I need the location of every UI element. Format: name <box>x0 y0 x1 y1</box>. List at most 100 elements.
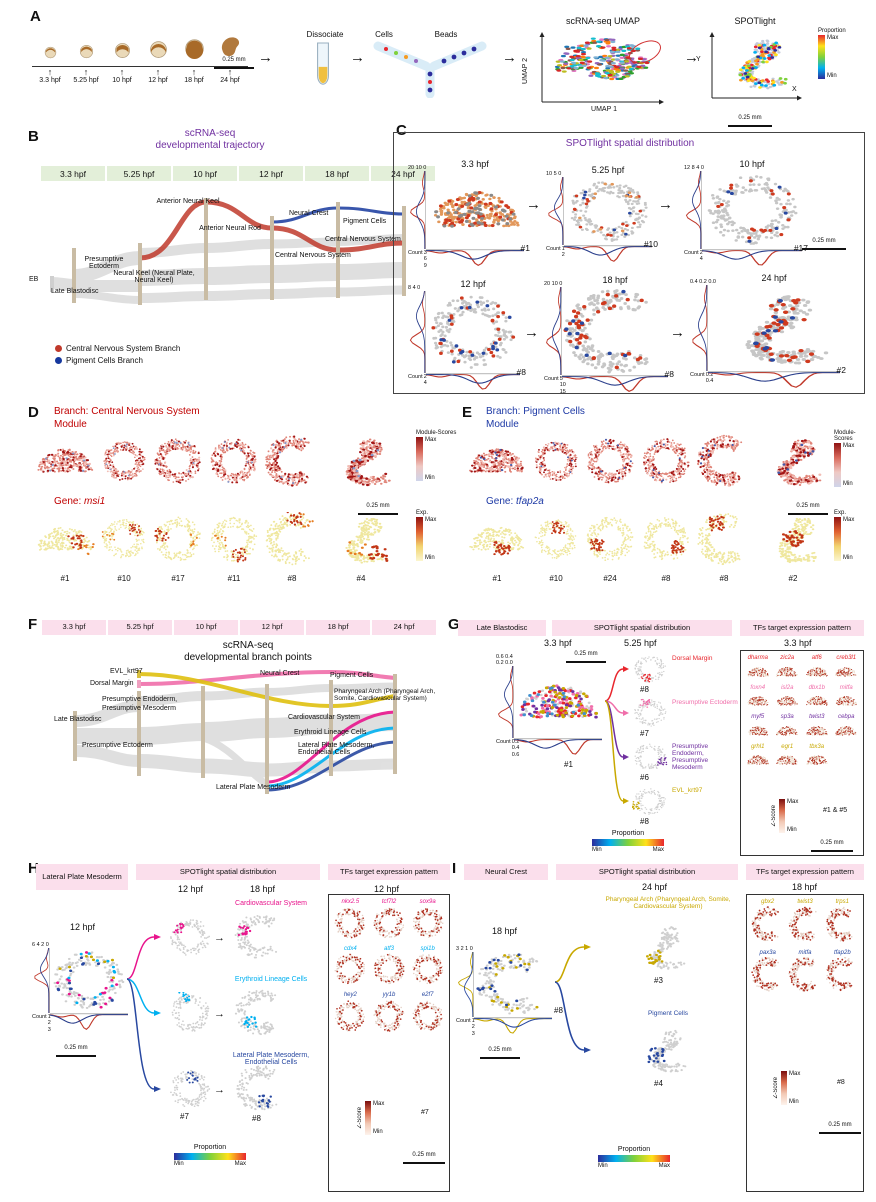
gene-expression-map <box>264 511 320 566</box>
x-axis-label: X <box>792 86 797 93</box>
tf-cell: egr1 <box>773 744 803 771</box>
panel-b-title: scRNA-seq developmental trajectory <box>155 128 265 151</box>
module-map <box>34 435 96 487</box>
node-presumptive-ectoderm: Presumptive Ectoderm <box>82 742 153 749</box>
marginal-plot-left <box>456 951 474 1017</box>
section-id: #1 <box>492 574 502 583</box>
count-label: Count <box>690 372 705 378</box>
gene-label: pax3a <box>759 949 776 956</box>
marginal-plot-left <box>690 284 708 371</box>
gene-expression-map <box>532 517 580 561</box>
count-axis: Count 2 4 <box>408 373 427 393</box>
tf-expression-map <box>775 750 799 770</box>
time-b: 24 hpf <box>642 882 668 892</box>
gene-expression-map <box>152 514 204 564</box>
branch-fan-arrows <box>126 934 161 1092</box>
gene-expression-map <box>100 517 148 561</box>
gene-label: e2f7 <box>421 992 434 999</box>
spatial-map-24hpf <box>632 1023 694 1077</box>
timepoint-header: 3.3 hpf 5.25 hpf 10 hpf 12 hpf 18 hpf 24 hpf <box>41 166 437 181</box>
gene-label: egr1 <box>781 743 794 750</box>
gene-label: nkx2.5 <box>341 899 360 905</box>
legend-label: Central Nervous System Branch <box>66 344 181 353</box>
timepoint-label: 10 hpf <box>173 166 237 181</box>
panel-c: SPOTlight spatial distribution 20 10 0 3… <box>393 132 865 395</box>
up-arrow-icon: ↑ <box>227 67 233 77</box>
node-pigment-cells: Pigment Cells <box>343 218 387 225</box>
gene-title: Gene: tfap2a <box>486 496 544 507</box>
module-map <box>152 436 204 486</box>
time-a: 12 hpf <box>178 884 204 894</box>
proportion-colorbar: Proportion Max Min <box>818 28 846 79</box>
branch-label: EVL_krt97 <box>672 787 703 794</box>
count-ticks: 2 4 <box>423 374 427 387</box>
count-ticks: 3 6 9 <box>423 250 427 269</box>
count-axis: Count 5 10 15 <box>544 375 566 395</box>
gene-label: isl2a <box>781 684 794 691</box>
tf-cell: mitfa <box>832 685 862 712</box>
node-erythroid: Erythroid Lineage Cells <box>294 729 367 736</box>
marginal-plot-left <box>544 286 562 375</box>
header-spotlight: SPOTlight spatial distribution <box>556 864 738 880</box>
module-map <box>208 436 260 486</box>
up-arrow-icon: ↑ <box>155 67 161 77</box>
node-dorsal-margin: Dorsal Margin <box>90 680 134 687</box>
branch-title: Branch: Pigment Cells <box>486 406 585 417</box>
branch-label: Pharyngeal Arch (Pharyngeal Arch, Somite… <box>605 896 731 911</box>
scale-bar: 0.25 mm <box>811 831 853 852</box>
tf-cell: trps1 <box>824 899 861 942</box>
count-label: Count <box>408 374 423 380</box>
y-axis-label: Y <box>696 56 701 63</box>
tf-cell: myf5 <box>743 714 773 741</box>
node-presumptive-mesoderm: Presumptive Mesoderm <box>102 705 176 712</box>
tf-cell: tfap2b <box>824 950 861 993</box>
section-id: #8 <box>719 574 729 583</box>
tf-cell: nkx2.5 <box>331 899 370 940</box>
main-spatial-block: 0.6 0.4 0.2 0.0 Count 0.2 0.4 0.6 <box>496 654 602 758</box>
tf-expression-map <box>746 691 770 711</box>
gene-label: tfap2b <box>833 949 851 956</box>
gene-label: dharma <box>747 655 768 661</box>
branch-row: Pigment Cells #4 <box>598 1010 738 1105</box>
tf-cell: gbx2 <box>749 899 786 942</box>
node-anterior-neural-rod: Anterior Neural Rod <box>199 225 261 232</box>
node-pigment-cells: Pigment Cells <box>330 672 374 679</box>
flow-arrow-icon: → <box>350 49 365 66</box>
panel-h-label: H <box>28 860 39 877</box>
h-branches: Cardiovascular System → Erythroid Lineag… <box>168 900 324 1128</box>
tf-expression-map <box>751 905 785 942</box>
module-map <box>324 432 398 490</box>
gene-map-row <box>466 510 830 568</box>
node-evl: EVL_krt97 <box>110 668 143 675</box>
tf-expression-map <box>746 662 770 682</box>
gene-expression-map <box>584 514 636 564</box>
tf-expression-map <box>372 999 406 1033</box>
spatial-map <box>708 285 840 371</box>
section-id: #1 <box>520 243 530 253</box>
tf-cell: tcf7l2 <box>370 899 409 940</box>
tf-expression-map <box>411 999 445 1033</box>
marginal-plot-left <box>496 665 514 738</box>
tf-cell: hey2 <box>331 992 370 1033</box>
dissociate-label: Dissociate <box>306 30 344 39</box>
embryo-stage-icons <box>32 16 248 64</box>
time-tf: 18 hpf <box>792 882 818 892</box>
section-time: 10 hpf <box>739 159 765 169</box>
timepoint-label: 24 hpf <box>372 620 436 635</box>
count-ticks: 0.2 0.4 <box>705 372 714 385</box>
node-cardiovascular: Cardiovascular System <box>288 714 360 721</box>
tf-expression-map <box>746 750 770 770</box>
timepoint-label: 3.3 hpf <box>41 166 105 181</box>
marginal-plot-bottom <box>563 245 652 265</box>
node-central-nervous-system-18: Central Nervous System <box>275 252 351 259</box>
tf-cell: atf3 <box>370 946 409 987</box>
main-spatial-block: 3 2 1 0 Count 1 2 3 <box>456 940 552 1037</box>
module-map <box>532 439 580 483</box>
node-neural-crest: Neural Crest <box>260 670 300 677</box>
tf-expression-map <box>825 956 859 992</box>
timepoint-label: 10 hpf <box>112 77 132 84</box>
time-main: 12 hpf <box>70 922 96 932</box>
arrow-icon: → <box>214 932 225 944</box>
module-map <box>264 434 320 488</box>
proportion-colorbar: Proportion Min Max <box>174 1144 246 1167</box>
